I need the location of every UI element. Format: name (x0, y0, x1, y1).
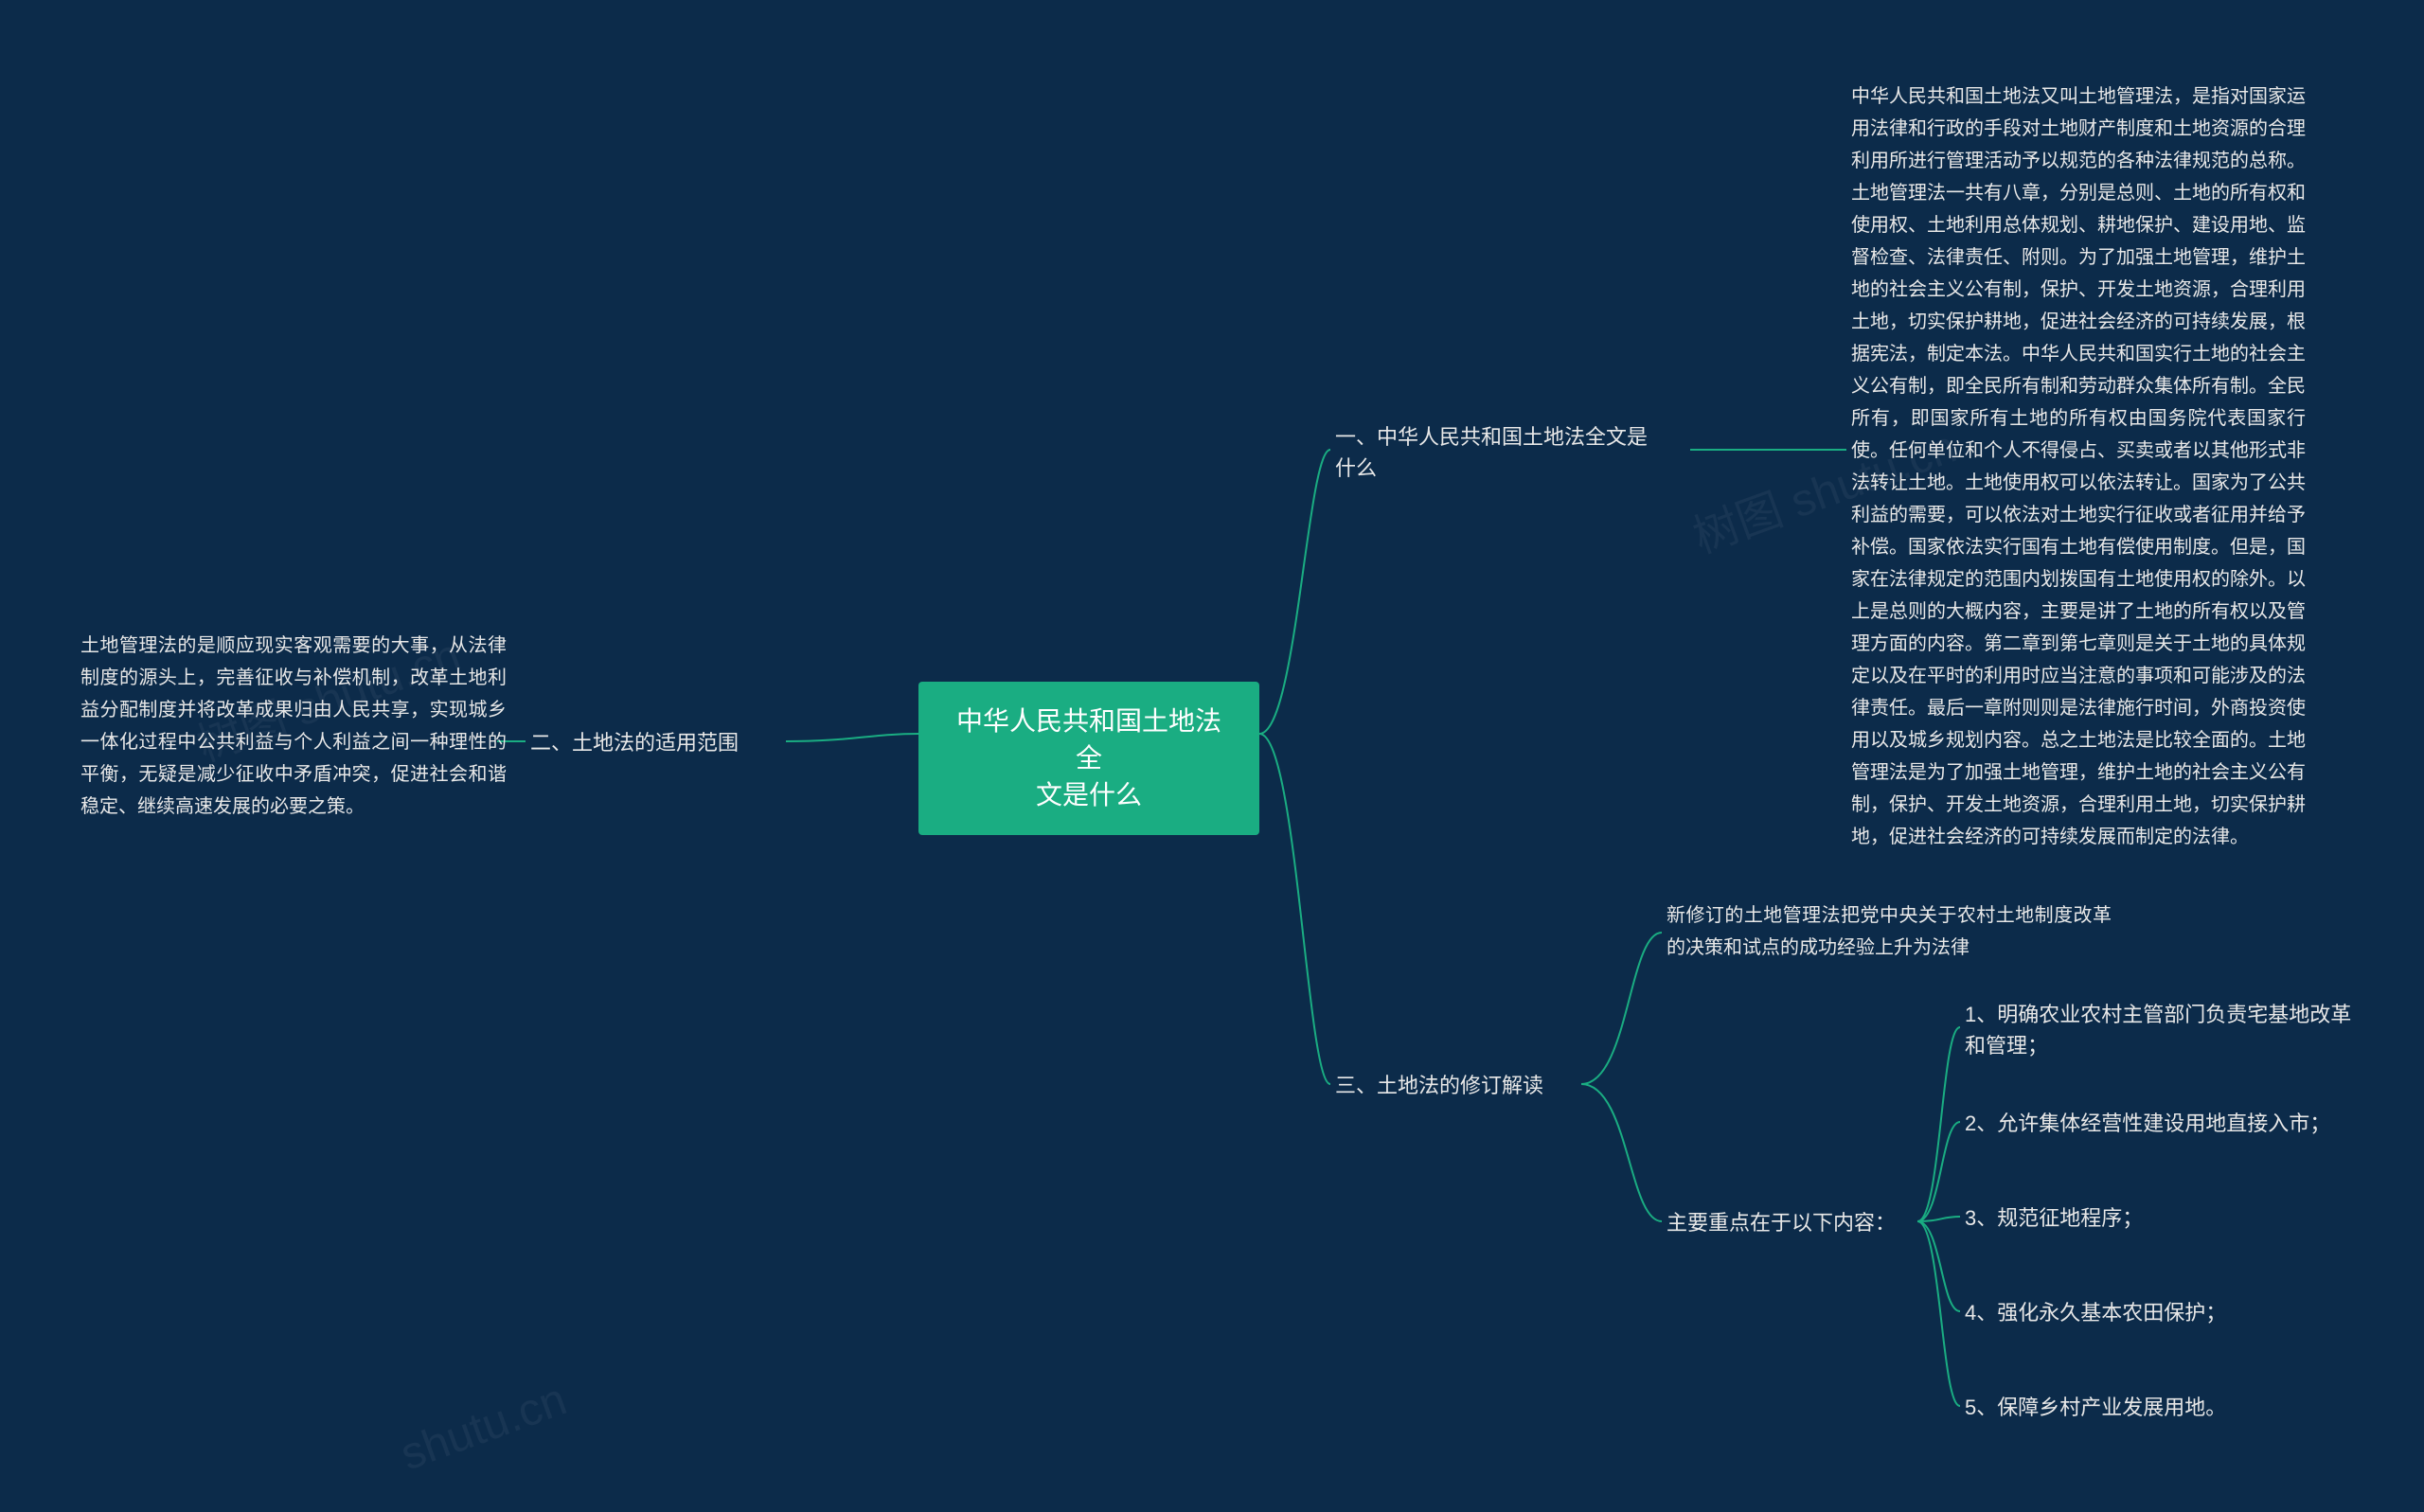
branch-2-title[interactable]: 二、土地法的适用范围 (530, 727, 739, 758)
branch-3-title[interactable]: 三、土地法的修订解读 (1335, 1070, 1543, 1101)
branch-3-item-5: 5、保障乡村产业发展用地。 (1965, 1392, 2372, 1423)
branch-1-title-l2: 什么 (1335, 453, 1695, 484)
branch-3-sub2-title[interactable]: 主要重点在于以下内容： (1666, 1207, 1896, 1238)
branch-3-item-4: 4、强化永久基本农田保护； (1965, 1297, 2372, 1328)
branch-2-para: 土地管理法的是顺应现实客观需要的大事，从法律制度的源头上，完善征收与补偿机制，改… (80, 630, 507, 823)
watermark: shutu.cn (394, 1374, 573, 1482)
root-node[interactable]: 中华人民共和国土地法全 文是什么 (918, 682, 1259, 835)
branch-3-item-3: 3、规范征地程序； (1965, 1202, 2372, 1234)
branch-1-para: 中华人民共和国土地法又叫土地管理法，是指对国家运用法律和行政的手段对土地财产制度… (1851, 80, 2306, 853)
branch-1-title-l1: 一、中华人民共和国土地法全文是 (1335, 421, 1695, 453)
branch-1-title[interactable]: 一、中华人民共和国土地法全文是 什么 (1335, 421, 1695, 484)
branch-3-sub1: 新修订的土地管理法把党中央关于农村土地制度改革的决策和试点的成功经验上升为法律 (1666, 899, 2112, 964)
branch-3-item-1: 1、明确农业农村主管部门负责宅基地改革和管理； (1965, 999, 2372, 1061)
root-line2: 文是什么 (945, 776, 1233, 813)
root-line1: 中华人民共和国土地法全 (945, 703, 1233, 776)
branch-3-item-2: 2、允许集体经营性建设用地直接入市； (1965, 1108, 2372, 1139)
